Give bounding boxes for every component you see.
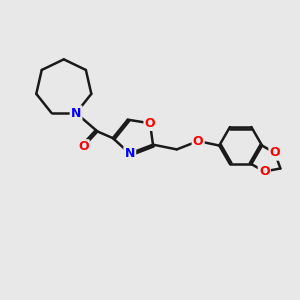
Text: N: N xyxy=(71,106,81,119)
Text: O: O xyxy=(145,117,155,130)
Text: O: O xyxy=(270,146,280,160)
Text: O: O xyxy=(259,165,269,178)
Text: O: O xyxy=(193,135,203,148)
Text: N: N xyxy=(124,147,135,160)
Text: O: O xyxy=(78,140,88,153)
